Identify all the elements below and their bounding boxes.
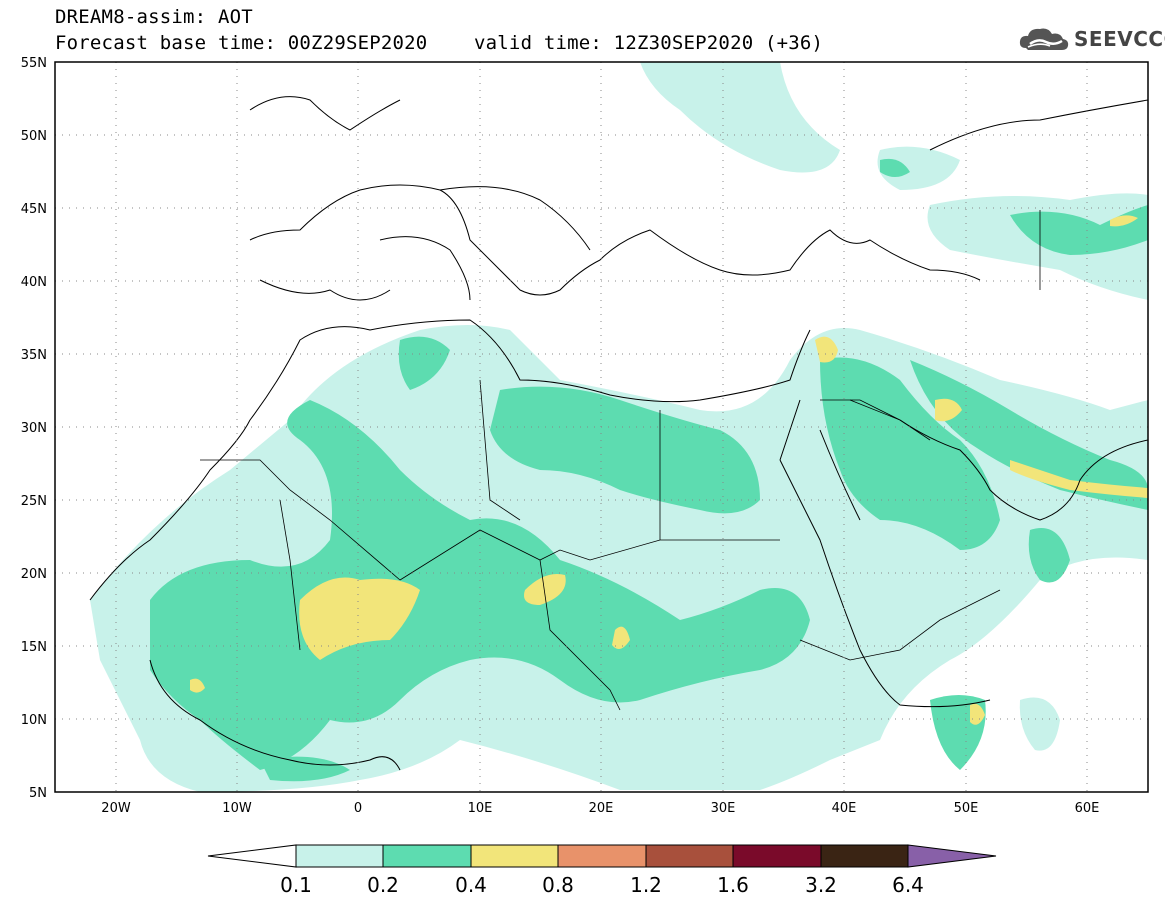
lat-tick-label: 40N [21, 275, 47, 290]
lon-tick-label: 10E [468, 801, 493, 816]
colorbar-box [557, 844, 647, 868]
lat-tick-label: 35N [21, 348, 47, 363]
lon-tick-label: 30E [711, 801, 736, 816]
lat-tick-label: 45N [21, 202, 47, 217]
aot-field [90, 62, 1148, 792]
map-frame [54, 61, 1149, 793]
colorbar-label: 0.1 [280, 873, 312, 897]
lon-tick-label: 10W [222, 801, 252, 816]
coastlines [89, 96, 1148, 771]
brand-logo: SEEVCCC [1018, 24, 1165, 54]
colorbar-label: 3.2 [805, 873, 837, 897]
lat-tick-label: 55N [21, 56, 47, 71]
cloud-logo-icon [1019, 28, 1069, 50]
colorbar-label: 6.4 [892, 873, 924, 897]
brand-name: SEEVCCC [1074, 27, 1165, 51]
valid-time: valid time: 12Z30SEP2020 (+36) [474, 32, 824, 54]
lon-tick-label: 60E [1075, 801, 1100, 816]
lat-tick-label: 30N [21, 421, 47, 436]
lat-tick-label: 20N [21, 567, 47, 582]
graticule [55, 62, 1148, 792]
colorbar-under-arrow [207, 844, 297, 868]
colorbar: 0.1 0.2 0.4 0.8 1.2 1.6 3.2 6.4 [207, 844, 997, 897]
colorbar-over-arrow [907, 844, 997, 868]
lat-tick-label: 10N [21, 713, 47, 728]
colorbar-label: 1.6 [717, 873, 749, 897]
colorbar-box [820, 844, 909, 868]
longitude-labels: 20W 10W 0 10E 20E 30E 40E 50E 60E [101, 801, 1099, 816]
lon-tick-label: 50E [954, 801, 979, 816]
map-title: DREAM8-assim: AOT [55, 6, 253, 28]
colorbar-label: 0.2 [367, 873, 399, 897]
forecast-time-line: Forecast base time: 00Z29SEP2020 valid t… [55, 32, 823, 54]
lat-tick-label: 5N [29, 786, 47, 801]
lat-tick-label: 25N [21, 494, 47, 509]
colorbar-label: 1.2 [630, 873, 662, 897]
colorbar-box [645, 844, 734, 868]
lon-tick-label: 0 [354, 801, 362, 816]
colorbar-box [732, 844, 822, 868]
colorbar-box [382, 844, 472, 868]
lon-tick-label: 40E [832, 801, 857, 816]
latitude-labels: 55N 50N 45N 40N 35N 30N 25N 20N 15N 10N … [21, 56, 47, 801]
colorbar-label: 0.4 [455, 873, 487, 897]
colorbar-box [295, 844, 384, 868]
forecast-base-time: Forecast base time: 00Z29SEP2020 [55, 32, 428, 54]
lat-tick-label: 50N [21, 129, 47, 144]
colorbar-label: 0.8 [542, 873, 574, 897]
lon-tick-label: 20W [101, 801, 131, 816]
lon-tick-label: 20E [589, 801, 614, 816]
colorbar-box [470, 844, 559, 868]
lat-tick-label: 15N [21, 640, 47, 655]
